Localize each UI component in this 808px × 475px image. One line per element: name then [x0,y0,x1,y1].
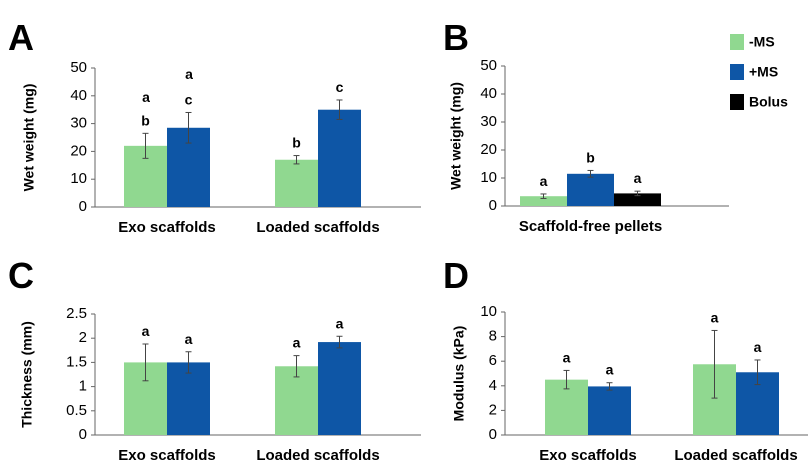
y-tick-label: 2 [79,329,87,346]
legend-swatch [730,64,744,80]
significance-label: a [754,339,762,355]
significance-label: a [185,331,193,347]
x-category-label: Exo scaffolds [539,447,637,464]
y-axis-label: Modulus (kPa) [451,326,467,422]
panel-letter: C [8,255,34,296]
y-tick-label: 50 [480,57,497,74]
y-tick-label: 1 [79,378,87,395]
y-tick-label: 10 [480,169,497,186]
legend: -MS +MS Bolus [730,34,788,110]
legend-label: +MS [749,64,778,80]
x-category-label: Exo scaffolds [118,447,216,464]
y-tick-label: 0 [79,426,87,443]
x-category-label: Loaded scaffolds [674,447,797,464]
legend-label: Bolus [749,94,788,110]
panel-letter: D [443,255,469,296]
significance-label: b [292,135,301,151]
significance-label: a [142,323,150,339]
significance-label: a [711,309,719,325]
y-tick-label: 6 [489,352,497,369]
y-tick-label: 20 [480,141,497,158]
legend-label: -MS [749,34,775,50]
significance-label: a [540,173,548,189]
significance-label: a [634,170,642,186]
significance-label: a [336,315,344,331]
significance-label: c [336,79,344,95]
y-axis-label: Thickness (mm) [19,321,35,428]
y-tick-label: 40 [480,85,497,102]
group-significance-label: a [142,89,150,105]
y-tick-label: 20 [70,142,87,159]
bar-ms [167,362,210,435]
bar-ms [318,342,361,435]
panel-letter: B [443,17,469,58]
significance-label: a [293,335,301,351]
bar-ms [567,173,614,206]
y-tick-label: 8 [489,328,497,345]
group-significance-label: a [185,66,193,82]
y-tick-label: 2.5 [66,305,87,322]
y-tick-label: 10 [480,303,497,320]
bar-ms [318,109,361,207]
panel-d: D Modulus (kPa) 0 2 4 6 8 10 a a Exo scaffolds a a Lo… [443,255,808,464]
y-axis-label: Wet weight (mg) [21,84,37,192]
y-tick-label: 30 [480,113,497,130]
y-tick-label: 30 [70,115,87,132]
x-category-label: Loaded scaffolds [256,219,379,236]
y-tick-label: 10 [70,170,87,187]
panel-b: B Wet weight (mg) 0 10 20 30 40 50 a b a Scaffold-f… [443,17,729,235]
y-tick-label: 40 [70,87,87,104]
significance-label: a [563,349,571,365]
bar-ms [588,386,631,435]
panel-c: C Thickness (mm) 0 0.5 1 1.5 2 2.5 a a Exo scaffol… [8,255,421,464]
y-tick-label: 0 [489,426,497,443]
significance-label: b [141,112,150,128]
y-tick-label: 1.5 [66,353,87,370]
x-category-label: Loaded scaffolds [256,447,379,464]
y-tick-label: 0 [489,197,497,214]
bar-ms [275,159,318,207]
bar-ms [275,366,318,435]
bar-bolus [614,193,661,206]
significance-label: a [606,362,614,378]
y-tick-label: 4 [489,377,497,394]
x-category-label: Exo scaffolds [118,219,216,236]
y-tick-label: 50 [70,59,87,76]
significance-label: b [586,149,595,165]
significance-label: c [185,91,193,107]
panel-letter: A [8,17,34,58]
bar-ms [520,196,567,206]
y-tick-label: 0 [79,198,87,215]
legend-swatch [730,34,744,50]
legend-swatch [730,94,744,110]
y-axis-label: Wet weight (mg) [448,82,464,190]
x-category-label: Scaffold-free pellets [519,218,662,235]
y-tick-label: 0.5 [66,402,87,419]
y-tick-label: 2 [489,401,497,418]
